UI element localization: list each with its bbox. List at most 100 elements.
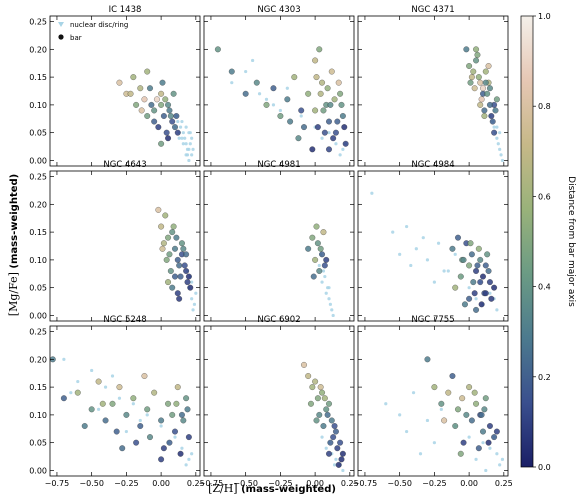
bar-point [445, 389, 452, 396]
x-tick-label: −0.75 [199, 479, 224, 488]
bar-point [130, 395, 137, 402]
bar-point [313, 417, 320, 424]
bar-point [468, 74, 475, 81]
colorbar-tick-label: 0.8 [538, 102, 551, 111]
nuclear-point [190, 297, 194, 301]
y-tick-label: 0.10 [29, 411, 47, 420]
bar-point [301, 124, 307, 131]
bar-point [431, 384, 438, 391]
nuclear-point [496, 142, 500, 146]
bar-point [305, 245, 312, 252]
y-tick-label: 0.15 [29, 228, 47, 237]
bar-point [172, 273, 178, 280]
bar-point [338, 456, 345, 463]
bar-point [178, 411, 185, 418]
nuclear-point [178, 125, 183, 129]
bar-point [174, 384, 181, 391]
bar-point [119, 445, 126, 452]
panel-title: NGC 4643 [103, 160, 146, 170]
bar-point [488, 113, 495, 119]
nuclear-point [418, 452, 423, 456]
panel-points [301, 361, 346, 473]
legend-nuclear-marker [58, 22, 64, 27]
bar-point [319, 251, 326, 258]
bar-point [147, 434, 153, 441]
bar-point [314, 395, 321, 402]
x-tick-label: −0.25 [422, 479, 447, 488]
bar-point [335, 461, 342, 468]
bar-point [312, 107, 319, 114]
nuclear-point [191, 308, 195, 312]
x-tick-label: 0.00 [306, 479, 324, 488]
panel-8: NGC 6902 −0.75 −0.50 −0.25 0.00 0.25 [199, 315, 359, 488]
bar-point [133, 439, 140, 446]
nuclear-point [398, 413, 402, 417]
nuclear-point [500, 457, 505, 461]
y-tick-label: 0.00 [29, 466, 47, 475]
nuclear-point [484, 468, 488, 473]
nuclear-point [244, 69, 248, 74]
nuclear-point [97, 407, 101, 411]
bar-point [310, 273, 317, 280]
bar-point [491, 129, 498, 136]
nuclear-point [453, 252, 457, 256]
bar-point [484, 90, 491, 97]
nuclear-point [251, 58, 255, 63]
bar-point [467, 240, 474, 247]
nuclear-point [76, 379, 80, 384]
bar-point [180, 417, 187, 424]
bar-point [424, 356, 431, 363]
x-tick-label: −0.50 [79, 479, 104, 488]
bar-point [460, 439, 467, 446]
bar-point [60, 395, 67, 402]
bar-point [486, 279, 493, 286]
bar-point [166, 107, 173, 114]
panel-frame [203, 15, 355, 167]
bar-point [309, 146, 316, 153]
bar-point [478, 411, 485, 418]
bar-point [317, 384, 324, 391]
panel-points [463, 46, 505, 163]
bar-point [327, 439, 334, 446]
nuclear-point [328, 302, 332, 306]
bar-point [316, 411, 323, 418]
y-tick-label: 0.20 [29, 200, 47, 209]
bar-point [334, 118, 341, 125]
bar-point [172, 428, 178, 435]
bar-point [158, 140, 165, 147]
bar-point [138, 107, 145, 114]
nuclear-point [442, 269, 446, 273]
x-tick-label: 0.25 [341, 479, 359, 488]
nuclear-point [190, 136, 194, 140]
bar-point [480, 428, 486, 435]
x-axis-label: [Z/H] (mass-weighted) [208, 482, 336, 495]
bar-point [137, 85, 144, 92]
panel-title: NGC 4984 [411, 160, 454, 170]
bar-point [461, 301, 468, 308]
panel-frame [203, 170, 355, 322]
bar-point [473, 46, 480, 53]
x-tick-label: −0.50 [387, 479, 412, 488]
y-tick-label: 0.15 [29, 73, 47, 82]
bar-point [116, 384, 123, 391]
bar-point [284, 96, 291, 103]
nuclear-point [384, 402, 388, 406]
bar-point [165, 234, 172, 241]
bar-point [489, 118, 496, 125]
nuclear-point [271, 103, 276, 107]
bar-point [160, 113, 167, 119]
x-tick-label: −0.50 [233, 479, 258, 488]
bar-point [147, 85, 153, 92]
panel-title: NGC 4981 [257, 160, 300, 170]
bar-point [316, 46, 323, 53]
bar-point [162, 96, 169, 103]
nuclear-point [499, 153, 503, 157]
nuclear-point [180, 136, 184, 140]
bar-point [173, 400, 180, 407]
nuclear-point [194, 291, 198, 295]
nuclear-point [405, 224, 409, 229]
nuclear-point [117, 396, 122, 400]
bar-point [320, 229, 327, 236]
bar-point [486, 423, 493, 429]
bar-point [113, 428, 120, 435]
